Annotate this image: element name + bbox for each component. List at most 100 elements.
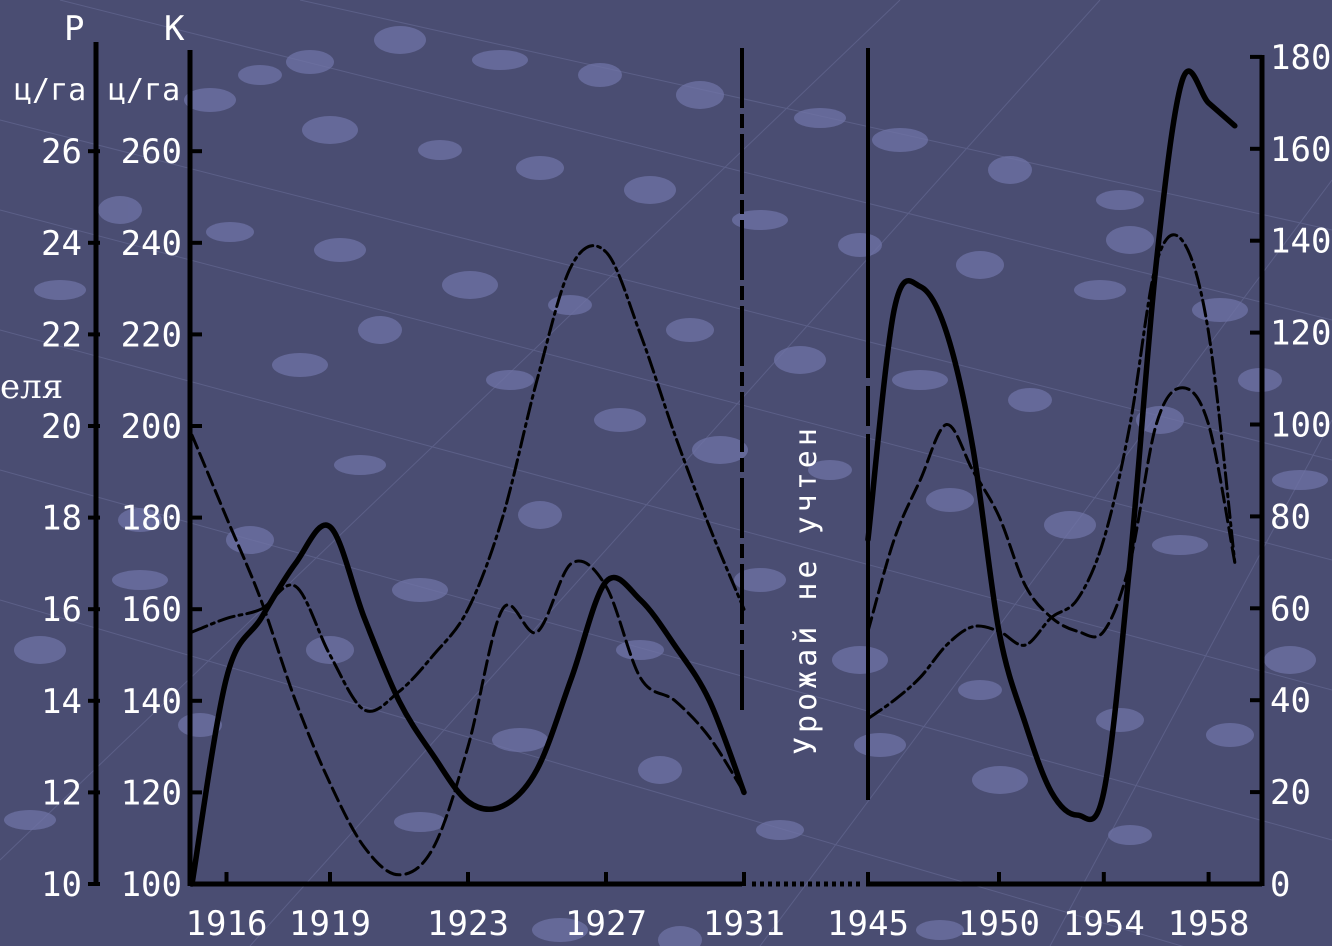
bg-dot — [958, 680, 1002, 700]
bg-dot — [872, 128, 928, 152]
bg-dot — [1106, 226, 1154, 254]
bg-dot — [302, 116, 358, 144]
bg-dot — [578, 63, 622, 87]
x-axis-tick-label: 1954 — [1063, 904, 1145, 944]
bg-dot — [1096, 708, 1144, 732]
bg-dot — [492, 728, 548, 752]
bg-dot — [334, 455, 386, 475]
k-axis-tick-label: 180 — [121, 499, 182, 539]
bg-dot — [1152, 535, 1208, 555]
k-axis-tick-label: 100 — [121, 865, 182, 905]
bg-dot — [734, 568, 786, 592]
x-axis-tick-label: 1923 — [427, 904, 509, 944]
p-axis-tick-label: 10 — [41, 865, 82, 905]
bg-dot — [4, 810, 56, 830]
bg-dot — [774, 346, 826, 374]
p-axis-tick-label: 14 — [41, 682, 82, 722]
right-axis-tick-label: 40 — [1270, 681, 1311, 721]
bg-dot — [692, 436, 748, 464]
bg-dot — [1272, 470, 1328, 490]
bg-dot — [1206, 723, 1254, 747]
bg-dot — [286, 50, 334, 74]
bg-dot — [118, 508, 162, 532]
bg-dot — [838, 233, 882, 257]
bg-dot — [532, 918, 588, 942]
right-axis-tick-label: 80 — [1270, 497, 1311, 537]
k-axis-tick-label: 200 — [121, 407, 182, 447]
p-axis-tick-label: 16 — [41, 590, 82, 630]
bg-dot — [794, 108, 846, 128]
x-axis-tick-label: 1927 — [565, 904, 647, 944]
k-axis-tick-label: 140 — [121, 682, 182, 722]
bg-dot — [392, 578, 448, 602]
k-axis-tick-label: 220 — [121, 315, 182, 355]
bg-dot — [926, 488, 974, 512]
bg-dot — [358, 316, 402, 344]
series-1-line-right — [865, 68, 1238, 823]
bg-dot — [1074, 280, 1126, 300]
series-layer — [189, 68, 1238, 887]
bg-dot — [112, 570, 168, 590]
right-axis-tick-label: 20 — [1270, 773, 1311, 813]
bg-dot — [486, 370, 534, 390]
k-axis-tick-label: 120 — [121, 773, 182, 813]
x-axis-tick-label: 1916 — [186, 904, 268, 944]
p-axis-unit: ц/га — [14, 73, 86, 108]
x-axis-tick-label: 1945 — [827, 904, 909, 944]
bg-dot — [14, 636, 66, 664]
right-axis-tick-label: 100 — [1270, 406, 1331, 446]
bg-dot — [892, 370, 948, 390]
p-axis-tick-label: 20 — [41, 407, 82, 447]
bg-dot — [666, 318, 714, 342]
gap-label: Урожай не учтен — [789, 424, 824, 755]
axes — [93, 42, 1265, 887]
bg-dot — [206, 222, 254, 242]
bg-dot — [314, 238, 366, 262]
bg-dot — [808, 460, 852, 480]
k-axis-tick-label: 240 — [121, 224, 182, 264]
series-2-line-left — [190, 433, 746, 877]
bg-dot — [442, 271, 498, 299]
series-2-line-right — [866, 386, 1237, 639]
bg-dot — [676, 81, 724, 109]
bg-dot — [972, 766, 1028, 794]
right-axis-tick-label: 0 — [1270, 865, 1290, 905]
bg-dot — [34, 280, 86, 300]
bg-dot — [1096, 190, 1144, 210]
bg-dot — [832, 646, 888, 674]
right-axis-tick-label: 60 — [1270, 589, 1311, 629]
bg-dot — [418, 140, 462, 160]
x-axis-tick-label: 1919 — [289, 904, 371, 944]
p-axis-tick-label: 22 — [41, 315, 82, 355]
p-axis-tick-label: 26 — [41, 132, 82, 172]
bg-dot — [306, 636, 354, 664]
bg-dot — [98, 196, 142, 224]
bg-dot — [1108, 825, 1152, 845]
k-axis-letter: К — [164, 9, 185, 49]
bg-dot — [516, 156, 564, 180]
right-axis-tick-label: 160 — [1270, 130, 1331, 170]
bg-dot — [238, 65, 282, 85]
bg-dot — [638, 756, 682, 784]
bg-dot — [472, 50, 528, 70]
series-1-line-left — [189, 522, 747, 887]
bg-dot — [956, 251, 1004, 279]
x-axis-tick-label: 1950 — [958, 904, 1040, 944]
p-axis-tick-label: 12 — [41, 773, 82, 813]
bg-dot — [1008, 388, 1052, 412]
bg-dot — [518, 501, 562, 529]
k-axis-tick-label: 160 — [121, 590, 182, 630]
tick-labels: 1012141618202224261001201401601802002202… — [41, 38, 1331, 944]
bg-dot — [184, 88, 236, 112]
bg-dot — [616, 640, 664, 660]
bg-dot — [394, 812, 446, 832]
k-axis-unit: ц/га — [108, 73, 180, 108]
series-3-line-right — [866, 233, 1237, 721]
bg-dot — [854, 733, 906, 757]
bg-dot — [594, 408, 646, 432]
bg-dot — [988, 156, 1032, 184]
bg-dot — [374, 26, 426, 54]
bg-dot — [732, 210, 788, 230]
